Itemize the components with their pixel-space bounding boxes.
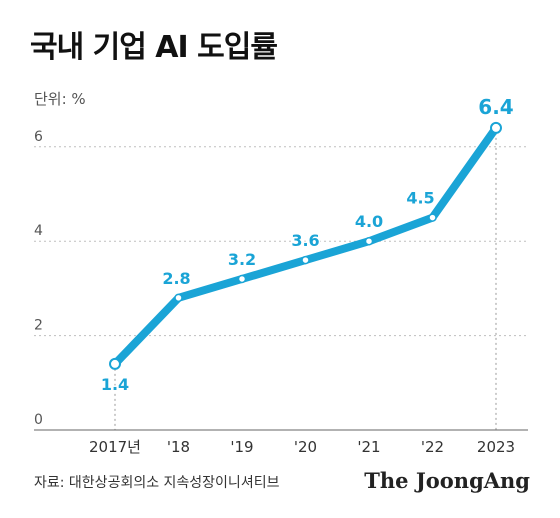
y-tick-labels: 0 2 4 6 — [34, 129, 43, 428]
source-note: 자료: 대한상공회의소 지속성장이니셔티브 — [34, 475, 280, 491]
y-tick-label: 4 — [34, 223, 43, 239]
x-tick-label: '21 — [357, 438, 380, 456]
data-labels: 1.4 2.8 3.2 3.6 4.0 4.5 6.4 — [99, 93, 515, 395]
y-tick-label: 2 — [34, 318, 43, 334]
x-tick-label: '20 — [294, 438, 317, 456]
x-tick-label: '18 — [167, 438, 190, 456]
data-point — [364, 236, 374, 246]
data-label: 1.4 — [101, 375, 129, 394]
unit-label: 단위: % — [34, 90, 86, 108]
x-tick-labels: 2017년 '18 '19 '20 '21 '22 2023 — [89, 438, 515, 456]
data-label: 4.0 — [355, 212, 383, 231]
data-label: 3.6 — [291, 231, 319, 250]
data-point — [301, 255, 310, 265]
data-label: 3.2 — [228, 250, 256, 269]
data-point — [109, 357, 121, 370]
drop-lines — [114, 127, 497, 430]
chart-title: 국내 기업 AI 도입률 — [30, 30, 278, 65]
gridlines — [34, 146, 528, 337]
data-point — [490, 121, 502, 134]
data-point — [174, 293, 183, 303]
x-tick-label: 2017년 — [89, 438, 141, 456]
y-tick-label: 6 — [34, 129, 43, 145]
data-label: 2.8 — [162, 269, 190, 288]
data-label: 4.5 — [406, 189, 434, 208]
data-label: 6.4 — [478, 95, 513, 119]
markers — [109, 121, 502, 370]
x-tick-label: '19 — [230, 438, 253, 456]
x-tick-label: 2023 — [477, 438, 515, 456]
data-point — [428, 213, 437, 222]
y-tick-label: 0 — [34, 412, 43, 428]
data-point — [237, 274, 247, 284]
x-tick-label: '22 — [421, 438, 444, 456]
brand-logo: The JoongAng — [364, 468, 530, 493]
